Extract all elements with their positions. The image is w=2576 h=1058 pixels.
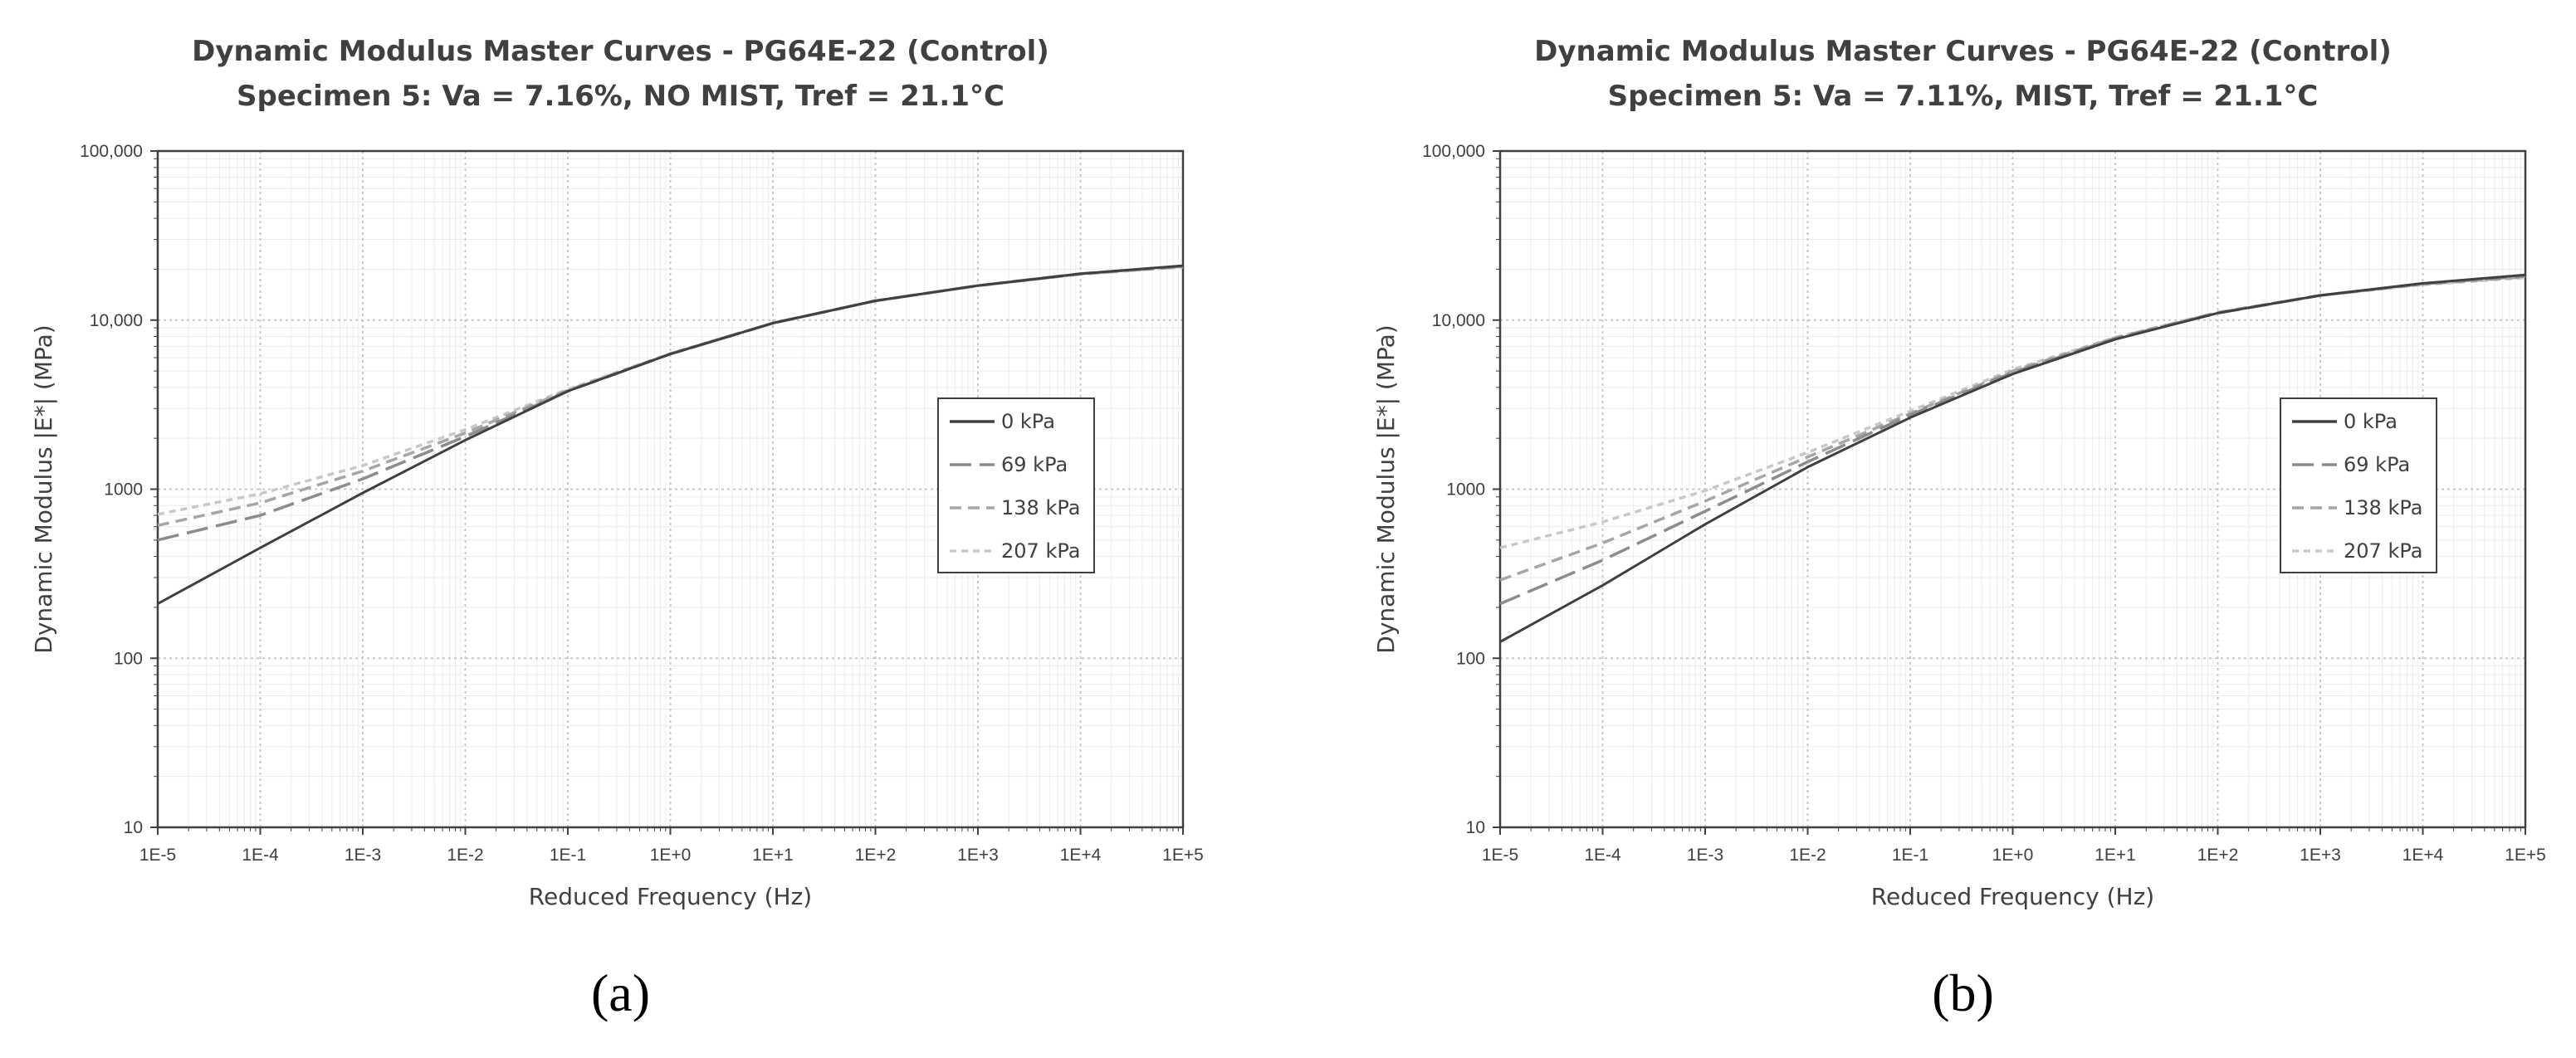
legend-label: 207 kPa	[1001, 539, 1080, 563]
panel-label: (a)	[591, 963, 650, 1022]
x-tick-label: 1E-4	[1584, 846, 1621, 865]
legend-label: 0 kPa	[1001, 410, 1055, 433]
x-tick-label: 1E+5	[2505, 846, 2546, 865]
chart-panel-b: Dynamic Modulus Master Curves - PG64E-22…	[1372, 35, 2546, 1022]
y-tick-label: 10	[1466, 818, 1485, 837]
x-tick-label: 1E-5	[139, 846, 176, 865]
x-tick-label: 1E-5	[1482, 846, 1518, 865]
y-tick-label: 100	[114, 649, 143, 668]
legend-box	[937, 397, 1095, 573]
y-axis-label: Dynamic Modulus |E*| (MPa)	[1372, 324, 1400, 653]
series-lines	[1499, 273, 2526, 643]
chart-title: Dynamic Modulus Master Curves - PG64E-22…	[192, 35, 1049, 68]
x-tick-label: 1E-2	[447, 846, 483, 865]
legend-label: 138 kPa	[1001, 496, 1080, 519]
x-tick-label: 1E-2	[1789, 846, 1826, 865]
legend-box	[2280, 397, 2437, 573]
x-tick-label: 1E+1	[752, 846, 794, 865]
y-tick-label: 100,000	[80, 142, 143, 161]
x-tick-label: 1E-3	[1687, 846, 1723, 865]
x-tick-label: 1E+2	[855, 846, 897, 865]
panel-label: (b)	[1932, 963, 1994, 1022]
x-axis-label: Reduced Frequency (Hz)	[529, 883, 812, 910]
legend-label: 69 kPa	[1001, 453, 1068, 476]
legend-label: 138 kPa	[2344, 496, 2422, 519]
series-line-0-kpa	[1499, 273, 2526, 643]
x-axis-label: Reduced Frequency (Hz)	[1871, 883, 2154, 910]
y-tick-label: 10,000	[1432, 311, 1485, 330]
y-tick-label: 100	[1456, 649, 1485, 668]
plot-area-frame	[156, 149, 1185, 829]
series-lines	[157, 264, 1184, 605]
y-axis-label: Dynamic Modulus |E*| (MPa)	[30, 324, 57, 653]
x-tick-label: 1E-3	[345, 846, 381, 865]
x-tick-label: 1E-1	[1892, 846, 1928, 865]
x-tick-label: 1E+3	[2300, 846, 2341, 865]
x-tick-label: 1E-1	[550, 846, 586, 865]
x-tick-label: 1E+2	[2197, 846, 2239, 865]
chart-subtitle: Specimen 5: Va = 7.11%, MIST, Tref = 21.…	[1608, 80, 2319, 113]
x-tick-label: 1E+3	[957, 846, 999, 865]
x-tick-label: 1E+1	[2095, 846, 2136, 865]
y-tick-label: 10,000	[90, 311, 143, 330]
series-line-207-kpa	[1499, 275, 2526, 549]
legend-label: 69 kPa	[2344, 453, 2410, 476]
series-line-0-kpa	[157, 264, 1184, 605]
x-tick-label: 1E+5	[1162, 846, 1204, 865]
x-tick-label: 1E-4	[242, 846, 279, 865]
y-tick-label: 1000	[1446, 480, 1485, 500]
tick-marks	[150, 150, 1184, 835]
chart-panel-a: Dynamic Modulus Master Curves - PG64E-22…	[30, 35, 1204, 1022]
legend-label: 0 kPa	[2344, 410, 2398, 433]
plot-area-frame	[1498, 149, 2527, 829]
y-tick-label: 10	[124, 818, 143, 837]
x-tick-label: 1E+4	[2402, 846, 2444, 865]
x-tick-label: 1E+4	[1060, 846, 1102, 865]
chart-title: Dynamic Modulus Master Curves - PG64E-22…	[1534, 35, 2392, 68]
x-tick-label: 1E+0	[650, 846, 692, 865]
legend: 0 kPa 69 kPa 138 kPa 207 kPa	[2280, 397, 2437, 573]
x-tick-label: 1E+0	[1992, 846, 2034, 865]
chart-subtitle: Specimen 5: Va = 7.16%, NO MIST, Tref = …	[237, 80, 1004, 113]
legend: 0 kPa 69 kPa 138 kPa 207 kPa	[937, 397, 1095, 573]
legend-label: 207 kPa	[2344, 539, 2422, 563]
y-tick-label: 1000	[104, 480, 143, 500]
y-tick-label: 100,000	[1422, 142, 1485, 161]
